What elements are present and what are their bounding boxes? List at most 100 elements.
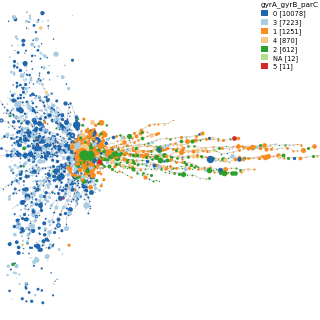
Point — [68, 188, 74, 193]
Point — [17, 129, 22, 134]
Point — [81, 159, 86, 164]
Point — [129, 146, 134, 151]
Point — [34, 141, 39, 147]
Point — [199, 147, 204, 152]
Point — [99, 183, 104, 188]
Point — [143, 154, 148, 159]
Point — [45, 102, 50, 107]
Point — [122, 139, 127, 144]
Point — [27, 129, 32, 134]
Point — [182, 150, 187, 155]
Point — [185, 142, 190, 147]
Point — [169, 154, 174, 159]
Point — [71, 146, 76, 151]
Point — [25, 120, 30, 125]
Point — [92, 158, 97, 163]
Point — [67, 194, 72, 199]
Point — [105, 156, 110, 161]
Point — [138, 168, 143, 173]
Point — [49, 109, 54, 114]
Point — [97, 156, 102, 161]
Point — [157, 143, 163, 148]
Point — [34, 186, 39, 191]
Point — [29, 203, 34, 208]
Point — [83, 202, 88, 207]
Point — [49, 106, 54, 111]
Point — [93, 164, 98, 170]
Point — [67, 164, 72, 169]
Point — [54, 125, 59, 130]
Point — [84, 148, 90, 153]
Point — [133, 133, 138, 138]
Point — [31, 132, 36, 137]
Point — [90, 170, 95, 175]
Point — [81, 151, 86, 156]
Point — [129, 164, 134, 170]
Point — [87, 157, 92, 163]
Point — [71, 192, 76, 197]
Point — [51, 173, 56, 178]
Point — [90, 146, 95, 151]
Point — [23, 86, 28, 91]
Point — [60, 147, 65, 152]
Point — [32, 92, 37, 98]
Point — [63, 183, 68, 188]
Point — [184, 139, 189, 144]
Point — [86, 154, 91, 159]
Point — [55, 165, 60, 170]
Point — [26, 173, 31, 178]
Point — [30, 132, 35, 137]
Point — [16, 179, 21, 184]
Point — [24, 187, 29, 192]
Point — [140, 161, 145, 166]
Point — [97, 150, 102, 155]
Point — [79, 163, 84, 168]
Point — [92, 139, 97, 144]
Point — [26, 175, 31, 180]
Point — [75, 161, 80, 166]
Point — [70, 196, 76, 202]
Point — [62, 190, 68, 195]
Point — [22, 186, 27, 191]
Point — [25, 73, 30, 78]
Point — [68, 127, 74, 132]
Point — [127, 152, 132, 157]
Point — [237, 148, 242, 153]
Point — [52, 135, 58, 140]
Point — [21, 38, 26, 43]
Point — [87, 206, 92, 211]
Point — [217, 167, 222, 172]
Point — [39, 201, 44, 206]
Point — [30, 135, 35, 140]
Point — [12, 72, 17, 77]
Point — [84, 148, 89, 153]
Point — [53, 140, 58, 145]
Point — [29, 200, 35, 205]
Point — [66, 198, 71, 203]
Point — [34, 37, 39, 42]
Point — [45, 18, 51, 23]
Point — [110, 167, 115, 172]
Point — [22, 199, 28, 204]
Point — [73, 181, 78, 186]
Point — [38, 56, 43, 61]
Point — [118, 151, 123, 156]
Point — [73, 113, 78, 118]
Point — [20, 119, 25, 124]
Point — [10, 43, 15, 48]
Point — [103, 156, 108, 161]
Point — [76, 154, 81, 159]
Point — [6, 19, 11, 24]
Point — [64, 221, 69, 227]
Point — [81, 151, 86, 156]
Point — [67, 136, 72, 141]
Point — [84, 128, 89, 133]
Point — [62, 162, 68, 167]
Point — [101, 130, 106, 135]
Point — [5, 101, 10, 107]
Point — [14, 276, 19, 281]
Point — [37, 159, 42, 164]
Point — [15, 151, 20, 156]
Point — [53, 146, 58, 151]
Point — [14, 240, 19, 245]
